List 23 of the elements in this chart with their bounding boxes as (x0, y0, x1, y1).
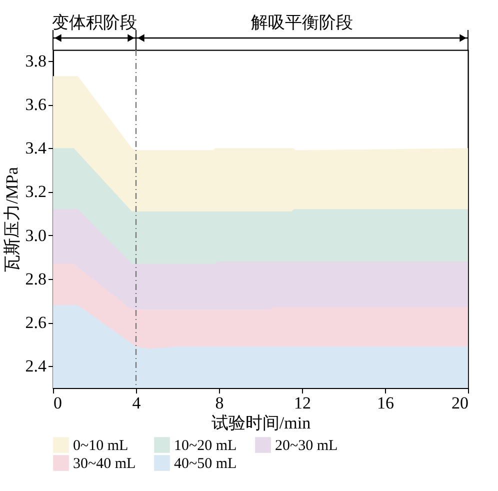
y-tick-label: 2.8 (25, 269, 46, 288)
x-tick-label: 12 (294, 394, 311, 412)
text: 变体积阶段 (52, 13, 137, 32)
x-axis-title: 试验时间/min (211, 414, 312, 432)
y-tick-label: 3.6 (25, 95, 46, 114)
y-tick-label: 3.4 (25, 138, 47, 158)
y-tick-label: 2.6 (25, 313, 46, 332)
y-tick-label: 2.4 (25, 356, 47, 376)
x-tick-label: 16 (377, 394, 394, 412)
legend-label: 20~30 mL (275, 438, 338, 454)
x-tick-label: 20 (452, 394, 468, 412)
y-tick-label: 3.0 (25, 226, 46, 245)
x-tick-label: 8 (215, 394, 224, 412)
x-tick-label: 0 (54, 394, 62, 412)
legend-label: 0~10 mL (73, 438, 128, 454)
y-axis-title: 瓦斯压力/MPa (2, 166, 22, 272)
legend-label: 30~40 mL (73, 456, 136, 472)
legend-label: 10~20 mL (174, 438, 237, 454)
y-tick-label: 3.8 (25, 51, 46, 70)
x-tick-label: 4 (132, 394, 142, 412)
y-tick-label: 3.2 (25, 182, 46, 202)
text: 解吸平衡阶段 (251, 13, 353, 32)
legend-label: 40~50 mL (174, 456, 237, 472)
